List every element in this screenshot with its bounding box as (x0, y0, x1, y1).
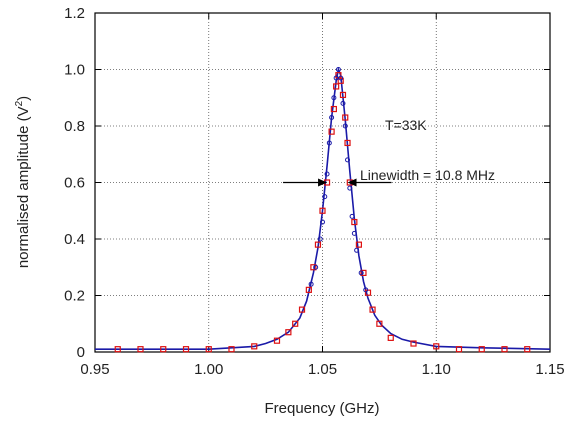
blue-circle-point (340, 100, 346, 106)
blue-circle-point (326, 140, 332, 146)
red-square-point (114, 346, 121, 353)
y-tick-label: 1.0 (64, 62, 85, 79)
x-tick-label: 1.05 (308, 361, 337, 378)
blue-circle-point (338, 75, 344, 81)
red-square-point (298, 306, 306, 313)
red-square-point (355, 241, 362, 248)
red-square-point (285, 329, 292, 336)
red-square-point (410, 340, 417, 347)
linewidth-annotation: Linewidth = 10.8 MHz (360, 167, 495, 183)
x-tick-label: 1.00 (194, 361, 223, 378)
x-tick-label: 1.15 (535, 361, 564, 378)
blue-circle-point (317, 236, 323, 242)
red-square-point (228, 346, 235, 353)
y-axis-label-sup: 2 (14, 100, 25, 106)
blue-circle-point (354, 247, 360, 253)
red-square-point (292, 320, 299, 327)
grid (95, 13, 550, 352)
blue-circle-point (308, 281, 314, 287)
series-layer (95, 66, 551, 353)
x-axis-label: Frequency (GHz) (264, 400, 379, 417)
blue-circle-point (313, 264, 319, 270)
blue-circle-point (358, 270, 364, 276)
blue-circle-point (345, 157, 351, 163)
red-square-point (478, 346, 485, 353)
x-tick-label: 1.10 (422, 361, 451, 378)
x-tick-label: 0.95 (80, 361, 109, 378)
red-square-point (455, 346, 463, 353)
y-tick-label: 0 (77, 344, 85, 361)
red-square-point (328, 128, 335, 135)
red-square-point (339, 91, 347, 99)
y-tick-label: 1.2 (64, 5, 85, 22)
red-square-point (344, 139, 351, 147)
red-square-point (305, 286, 312, 293)
blue-circle-point (324, 171, 330, 177)
y-tick-label: 0.2 (64, 288, 85, 305)
blue-circle-point (331, 95, 337, 101)
red-square-point (319, 207, 326, 214)
red-square-point (205, 346, 212, 353)
red-square-point (137, 346, 144, 353)
red-square-point (433, 343, 440, 350)
blue-circle-point (363, 287, 369, 293)
y-tick-label: 0.6 (64, 175, 85, 192)
tick-labels: 0.95 1.00 1.05 1.10 1.15 0 0.2 0.4 0.6 0.8 1.0 1.2 (64, 5, 564, 378)
red-square-point (524, 346, 531, 353)
red-square-point (160, 346, 167, 353)
blue-circle-point (320, 219, 325, 225)
red-square-point (342, 114, 349, 121)
blue-circle-point (335, 67, 341, 72)
red-square-point (330, 105, 337, 113)
blue-circle-point (351, 230, 357, 236)
y-axis-label-main: normalised amplitude (V (15, 106, 32, 268)
red-square-point (360, 269, 367, 276)
y-tick-label: 0.8 (64, 118, 85, 135)
left-arrow-head (318, 178, 328, 187)
red-square-point (376, 320, 383, 327)
blue-circle-point (342, 123, 348, 129)
blue-circle-point (322, 194, 328, 200)
blue-circle-point (347, 185, 353, 191)
red-square-point (369, 306, 376, 313)
y-tick-label: 0.4 (64, 231, 85, 248)
red-square-point (333, 83, 340, 90)
y-axis-label-end: ) (15, 96, 32, 101)
red-square-point (273, 337, 281, 344)
red-square-point (314, 241, 322, 248)
red-square-point (387, 334, 394, 341)
y-axis-label: normalised amplitude (V2) (14, 96, 32, 268)
right-arrow-head (347, 178, 357, 187)
red-square-point (337, 77, 344, 84)
red-square-point (501, 346, 508, 353)
red-square-point (351, 218, 358, 226)
linewidth-arrows (283, 178, 392, 187)
fit-line (95, 66, 551, 350)
blue-circle-point (329, 115, 335, 121)
red-square-point (251, 343, 258, 350)
temperature-annotation: T=33K (385, 117, 427, 133)
blue-circle-point (333, 75, 339, 81)
red-square-point (310, 264, 317, 271)
red-square-point (182, 346, 190, 353)
blue-circle-point (349, 213, 355, 219)
